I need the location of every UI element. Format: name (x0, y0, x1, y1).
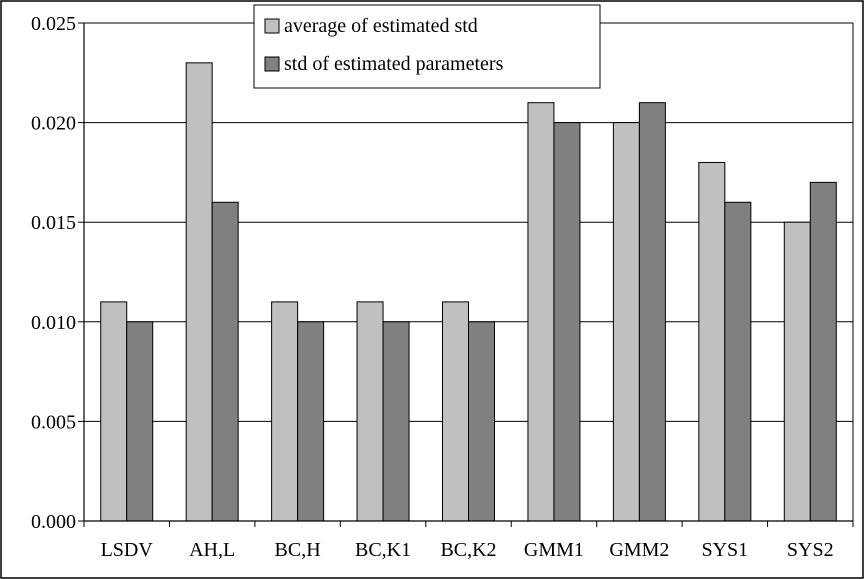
x-category-label: SYS2 (787, 539, 834, 561)
x-category-label: LSDV (101, 539, 154, 561)
legend-swatch-std-of-estimated-parameters (264, 56, 280, 72)
legend-box (253, 4, 601, 89)
axes (78, 22, 854, 527)
bar-std-of-estimated-parameters (553, 122, 581, 522)
y-tick-label: 0.025 (31, 13, 76, 35)
legend-swatch-average-of-estimated-std (264, 18, 280, 34)
x-category-label: GMM2 (609, 539, 669, 561)
x-category-label: SYS1 (701, 539, 748, 561)
bar-average-of-estimated-std (698, 161, 726, 522)
bar-average-of-estimated-std (271, 301, 299, 522)
bar-std-of-estimated-parameters (809, 181, 837, 522)
y-tick-label: 0.010 (31, 312, 76, 334)
bar-average-of-estimated-std (783, 221, 811, 522)
x-category-label: BC,H (275, 539, 321, 561)
bars (100, 62, 837, 522)
x-category-label: BC,K1 (355, 539, 411, 561)
y-tick-label: 0.015 (31, 212, 76, 234)
bar-std-of-estimated-parameters (638, 102, 666, 522)
bar-average-of-estimated-std (100, 301, 128, 522)
x-category-labels: LSDV AH,L BC,H BC,K1 BC,K2 GMM1 GMM2 SYS1 SYS2 (101, 539, 834, 561)
bar-average-of-estimated-std (527, 102, 555, 522)
bar-average-of-estimated-std (612, 122, 640, 522)
bar-average-of-estimated-std (185, 62, 213, 522)
y-tick-labels: 0.000 0.005 0.010 0.015 0.020 0.025 (31, 13, 76, 533)
bar-average-of-estimated-std (356, 301, 384, 522)
legend-label-average-of-estimated-std: average of estimated std (284, 15, 478, 37)
bar-std-of-estimated-parameters (126, 321, 154, 522)
legend-label-std-of-estimated-parameters: std of estimated parameters (284, 53, 504, 75)
bar-average-of-estimated-std (442, 301, 469, 522)
y-tick-label: 0.020 (31, 113, 76, 135)
y-tick-label: 0.005 (31, 411, 76, 433)
bar-std-of-estimated-parameters (468, 321, 495, 522)
bar-std-of-estimated-parameters (382, 321, 410, 522)
x-category-label: BC,K2 (440, 539, 496, 561)
bar-std-of-estimated-parameters (724, 201, 752, 522)
x-category-label: AH,L (189, 539, 235, 561)
x-category-label: GMM1 (524, 539, 584, 561)
bar-std-of-estimated-parameters (297, 321, 325, 522)
bar-std-of-estimated-parameters (211, 201, 239, 522)
y-tick-label: 0.000 (31, 511, 76, 533)
legend: average of estimated std std of estimate… (253, 4, 601, 89)
